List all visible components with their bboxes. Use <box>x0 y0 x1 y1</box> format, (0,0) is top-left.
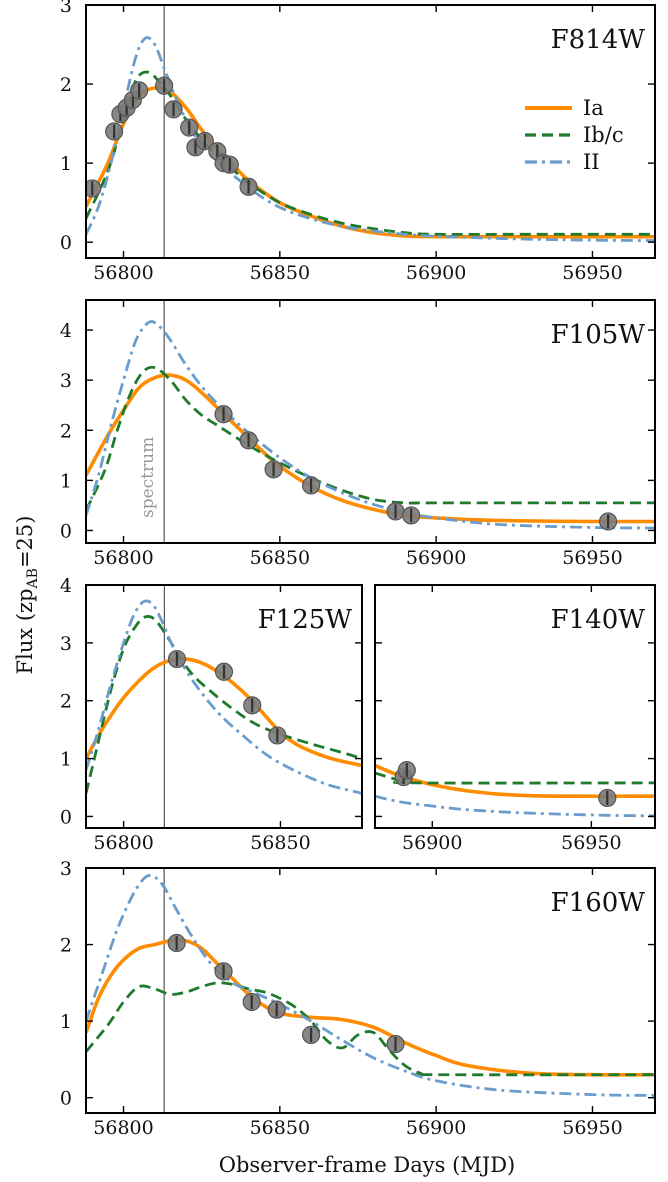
x-tick-label: 56800 <box>93 1117 153 1139</box>
panel-f125w: 56800 56850 0 1 2 3 4 F125W <box>60 575 362 854</box>
x-tick-label: 56950 <box>562 547 622 569</box>
curve-ibc-f814w <box>86 72 655 234</box>
curve-ia-f105w <box>86 375 655 521</box>
y-tick-label: 2 <box>60 691 72 713</box>
y-tick-label: 0 <box>60 520 72 542</box>
x-tick-label: 56900 <box>402 832 462 854</box>
curve-ia-f160w <box>86 940 655 1075</box>
y-axis-label-main: Flux (zp <box>13 588 37 674</box>
panel-title-f125w: F125W <box>258 605 353 635</box>
curve-ibc-f160w <box>86 983 655 1075</box>
y-tick-label: 3 <box>60 633 72 655</box>
x-tick-label: 56900 <box>406 1117 466 1139</box>
y-tick-label: 1 <box>60 153 72 175</box>
x-axis-label: Observer-frame Days (MJD) <box>219 1153 516 1177</box>
data-points-f105w <box>215 406 617 530</box>
x-tick-label: 56850 <box>250 262 310 284</box>
y-axis-label-tail: =25) <box>13 516 37 569</box>
x-tick-label: 56850 <box>250 1117 310 1139</box>
y-tick-label: 3 <box>60 370 72 392</box>
y-tick-label: 1 <box>60 470 72 492</box>
y-tick-label: 3 <box>60 858 72 880</box>
y-tick-label: 0 <box>60 232 72 254</box>
panel-title-f160w: F160W <box>551 888 646 918</box>
y-tick-label: 2 <box>60 420 72 442</box>
y-tick-label: 4 <box>60 320 72 342</box>
curve-ibc-f140w <box>375 773 655 783</box>
panel-f140w: 56900 56950 F140W <box>375 585 655 854</box>
x-tick-label: 56800 <box>93 832 153 854</box>
y-tick-label: 0 <box>60 1088 72 1110</box>
y-tick-label: 1 <box>60 1011 72 1033</box>
curve-ii-f105w <box>86 321 655 528</box>
panel-f160w: 56800 56850 56900 56950 0 1 2 3 F160W <box>60 858 655 1139</box>
x-tick-label: 56950 <box>561 832 621 854</box>
x-tick-label: 56800 <box>93 262 153 284</box>
y-axis-label-sub: AB <box>25 568 41 589</box>
panel-f814w: 56800 56850 56900 56950 0 1 2 3 F814W Ia Ib/c II <box>60 0 655 284</box>
model-curves-f814w <box>86 38 655 241</box>
y-tick-label: 1 <box>60 749 72 771</box>
panel-title-f140w: F140W <box>551 605 646 635</box>
spectrum-annotation: spectrum <box>138 437 158 518</box>
legend-label-ibc: Ib/c <box>583 123 624 147</box>
x-tick-label: 56850 <box>250 547 310 569</box>
x-tick-label: 56950 <box>562 1117 622 1139</box>
model-curves-f105w <box>86 321 655 528</box>
x-tick-label: 56800 <box>93 547 153 569</box>
x-tick-label: 56900 <box>406 547 466 569</box>
y-tick-label: 2 <box>60 935 72 957</box>
model-curves-f140w <box>375 766 655 816</box>
y-tick-label: 4 <box>60 575 72 597</box>
curve-ibc-f125w <box>86 616 362 793</box>
curve-ii-f814w <box>86 38 655 241</box>
y-axis-label: Flux (zpAB=25) <box>13 516 41 675</box>
y-tick-label: 2 <box>60 74 72 96</box>
legend-label-ii: II <box>583 150 600 174</box>
x-tick-label: 56850 <box>250 832 310 854</box>
y-tick-label: 0 <box>60 806 72 828</box>
panels-group: 56800 56850 56900 569500123F814WIaIb/cII568… <box>60 0 655 1139</box>
y-tick-label: 3 <box>60 0 72 17</box>
x-tick-label: 56950 <box>562 262 622 284</box>
panel-title-f814w: F814W <box>551 25 646 55</box>
x-tick-label: 56900 <box>406 262 466 284</box>
legend-label-ia: Ia <box>583 96 604 120</box>
panel-title-f105w: F105W <box>551 320 646 350</box>
legend: Ia Ib/c II <box>525 96 624 174</box>
panel-f105w: 56800 56850 56900 56950 0 1 2 3 4 F105W spectrum <box>60 300 655 569</box>
curve-ibc-f105w <box>86 367 655 510</box>
